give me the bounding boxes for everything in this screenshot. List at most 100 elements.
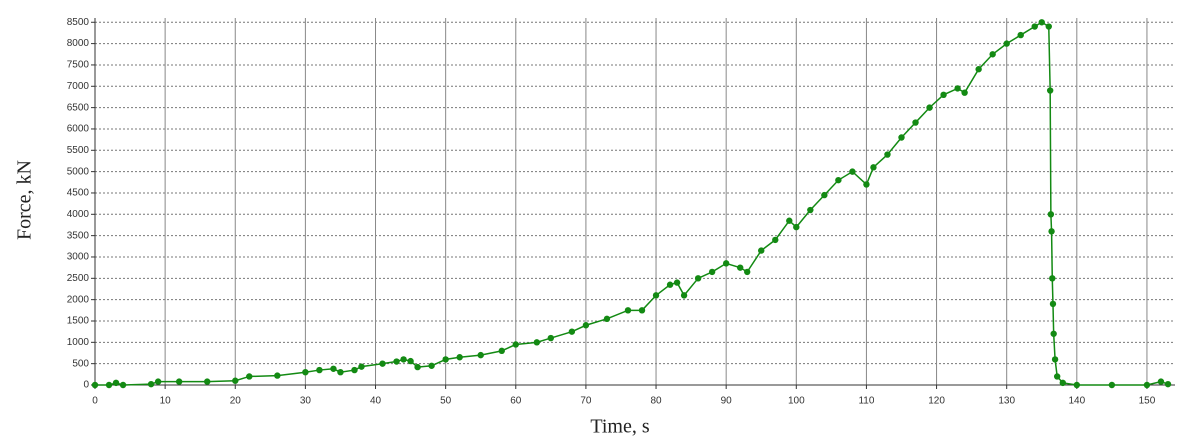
data-point bbox=[154, 378, 162, 385]
data-point bbox=[912, 119, 919, 126]
x-tick-label: 140 bbox=[1068, 396, 1085, 407]
data-point bbox=[204, 378, 211, 385]
y-tick-label: 2500 bbox=[67, 273, 90, 284]
data-point bbox=[652, 292, 660, 299]
x-tick-label: 80 bbox=[650, 396, 662, 407]
y-tick-label: 8500 bbox=[67, 17, 90, 28]
data-point bbox=[147, 380, 155, 388]
data-point bbox=[330, 365, 337, 372]
data-point bbox=[1003, 40, 1010, 47]
data-point bbox=[547, 334, 555, 342]
data-point bbox=[358, 363, 365, 370]
data-point bbox=[112, 379, 120, 387]
data-point bbox=[407, 357, 414, 365]
data-point bbox=[400, 356, 407, 363]
y-tick-label: 3500 bbox=[67, 230, 90, 241]
x-tick-label: 40 bbox=[370, 396, 382, 407]
y-tick-label: 6500 bbox=[67, 102, 90, 113]
data-point bbox=[1045, 23, 1052, 30]
x-tick-label: 0 bbox=[92, 396, 98, 407]
data-point bbox=[379, 360, 386, 367]
data-point bbox=[1108, 381, 1116, 389]
y-tick-label: 1500 bbox=[67, 316, 90, 327]
data-point bbox=[1059, 379, 1066, 387]
data-point bbox=[1049, 300, 1057, 308]
x-tick-label: 50 bbox=[440, 396, 452, 407]
x-tick-label: 130 bbox=[998, 396, 1015, 407]
data-point bbox=[708, 268, 716, 276]
data-point bbox=[772, 236, 779, 244]
data-point bbox=[961, 89, 968, 96]
y-tick-label: 3000 bbox=[67, 252, 90, 263]
data-point bbox=[1031, 23, 1038, 30]
y-tick-label: 5500 bbox=[67, 145, 90, 156]
data-point bbox=[680, 292, 688, 299]
y-tick-label: 1000 bbox=[67, 337, 90, 348]
x-tick-label: 10 bbox=[160, 396, 172, 407]
x-tick-label: 30 bbox=[300, 396, 312, 407]
x-tick-label: 90 bbox=[721, 396, 733, 407]
data-point bbox=[603, 315, 611, 323]
data-point bbox=[863, 181, 870, 188]
y-tick-label: 6000 bbox=[67, 124, 90, 135]
y-tick-label: 7000 bbox=[67, 81, 90, 92]
data-point bbox=[302, 368, 309, 376]
data-point bbox=[1017, 31, 1024, 39]
data-point bbox=[1047, 211, 1055, 218]
data-point bbox=[744, 268, 751, 276]
data-point bbox=[119, 381, 127, 389]
data-point bbox=[512, 341, 519, 348]
data-point bbox=[807, 206, 814, 214]
data-point bbox=[898, 134, 905, 141]
data-point bbox=[673, 279, 681, 286]
data-point bbox=[1073, 381, 1081, 389]
data-point bbox=[954, 85, 961, 92]
data-point bbox=[1049, 275, 1056, 282]
data-point bbox=[821, 191, 828, 199]
series-line bbox=[95, 21, 1169, 386]
x-axis-title: Time, s bbox=[590, 416, 650, 438]
data-point bbox=[456, 354, 463, 361]
data-point bbox=[1164, 380, 1172, 388]
data-point bbox=[940, 91, 947, 99]
data-point bbox=[393, 358, 400, 365]
data-point bbox=[91, 381, 99, 389]
data-point bbox=[1046, 87, 1054, 94]
data-point bbox=[786, 217, 793, 224]
y-tick-label: 4000 bbox=[67, 209, 90, 220]
data-point bbox=[442, 356, 449, 363]
data-point bbox=[884, 151, 891, 158]
y-tick-label: 8000 bbox=[67, 38, 90, 49]
data-point bbox=[1051, 356, 1059, 363]
y-tick-label: 2000 bbox=[67, 294, 90, 305]
x-tick-label: 120 bbox=[928, 396, 945, 407]
data-point bbox=[666, 281, 674, 288]
data-point bbox=[351, 366, 358, 374]
data-point bbox=[274, 372, 281, 379]
data-point bbox=[624, 307, 632, 314]
x-tick-label: 60 bbox=[510, 396, 522, 407]
data-point bbox=[316, 366, 323, 374]
data-point bbox=[477, 351, 484, 359]
data-point bbox=[533, 339, 541, 346]
data-point bbox=[638, 307, 646, 314]
data-point bbox=[989, 51, 996, 58]
x-tick-label: 150 bbox=[1139, 396, 1156, 407]
y-tick-label: 0 bbox=[83, 380, 89, 391]
y-tick-label: 5000 bbox=[67, 166, 90, 177]
x-tick-label: 20 bbox=[230, 396, 242, 407]
data-point bbox=[498, 347, 505, 355]
data-point bbox=[926, 104, 933, 111]
data-point bbox=[975, 66, 982, 73]
data-point bbox=[232, 377, 239, 384]
data-point bbox=[1053, 373, 1061, 380]
data-point bbox=[1048, 228, 1055, 235]
data-point bbox=[694, 275, 702, 282]
data-point bbox=[722, 260, 730, 267]
x-tick-label: 110 bbox=[858, 396, 874, 407]
data-point bbox=[835, 176, 842, 184]
data-point bbox=[1050, 330, 1057, 337]
y-tick-label: 4500 bbox=[67, 188, 90, 199]
data-point bbox=[1143, 381, 1151, 389]
